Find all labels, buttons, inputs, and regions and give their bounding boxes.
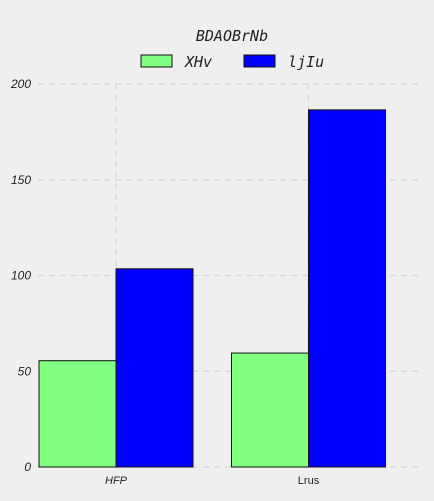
legend-swatch (243, 54, 276, 68)
y-tick-label: 200 (10, 77, 31, 91)
bar-ljIu-Lrus (308, 109, 386, 468)
bar-XHv-HFP (38, 360, 117, 468)
x-tick-label: HFP (105, 475, 128, 487)
y-tick-label: 150 (11, 173, 31, 187)
y-tick-label: 0 (24, 460, 31, 474)
chart-title: BDAOBrNb (196, 27, 268, 45)
bar-XHv-Lrus (231, 352, 309, 468)
bar-ljIu-HFP (115, 268, 194, 468)
legend-label: ljIu (288, 53, 324, 71)
y-tick-label: 100 (11, 269, 31, 283)
legend-item: XHv (140, 53, 212, 71)
x-tick-label: Lrus (298, 475, 320, 487)
axes: 0 50 100 150 200 HFP Lrus (10, 77, 320, 487)
legend: XHv ljIu (140, 53, 324, 71)
y-tick-label: 50 (18, 364, 32, 378)
legend-item: ljIu (243, 53, 324, 71)
legend-label: XHv (184, 53, 212, 71)
legend-swatch (140, 54, 173, 68)
bars (38, 109, 386, 468)
